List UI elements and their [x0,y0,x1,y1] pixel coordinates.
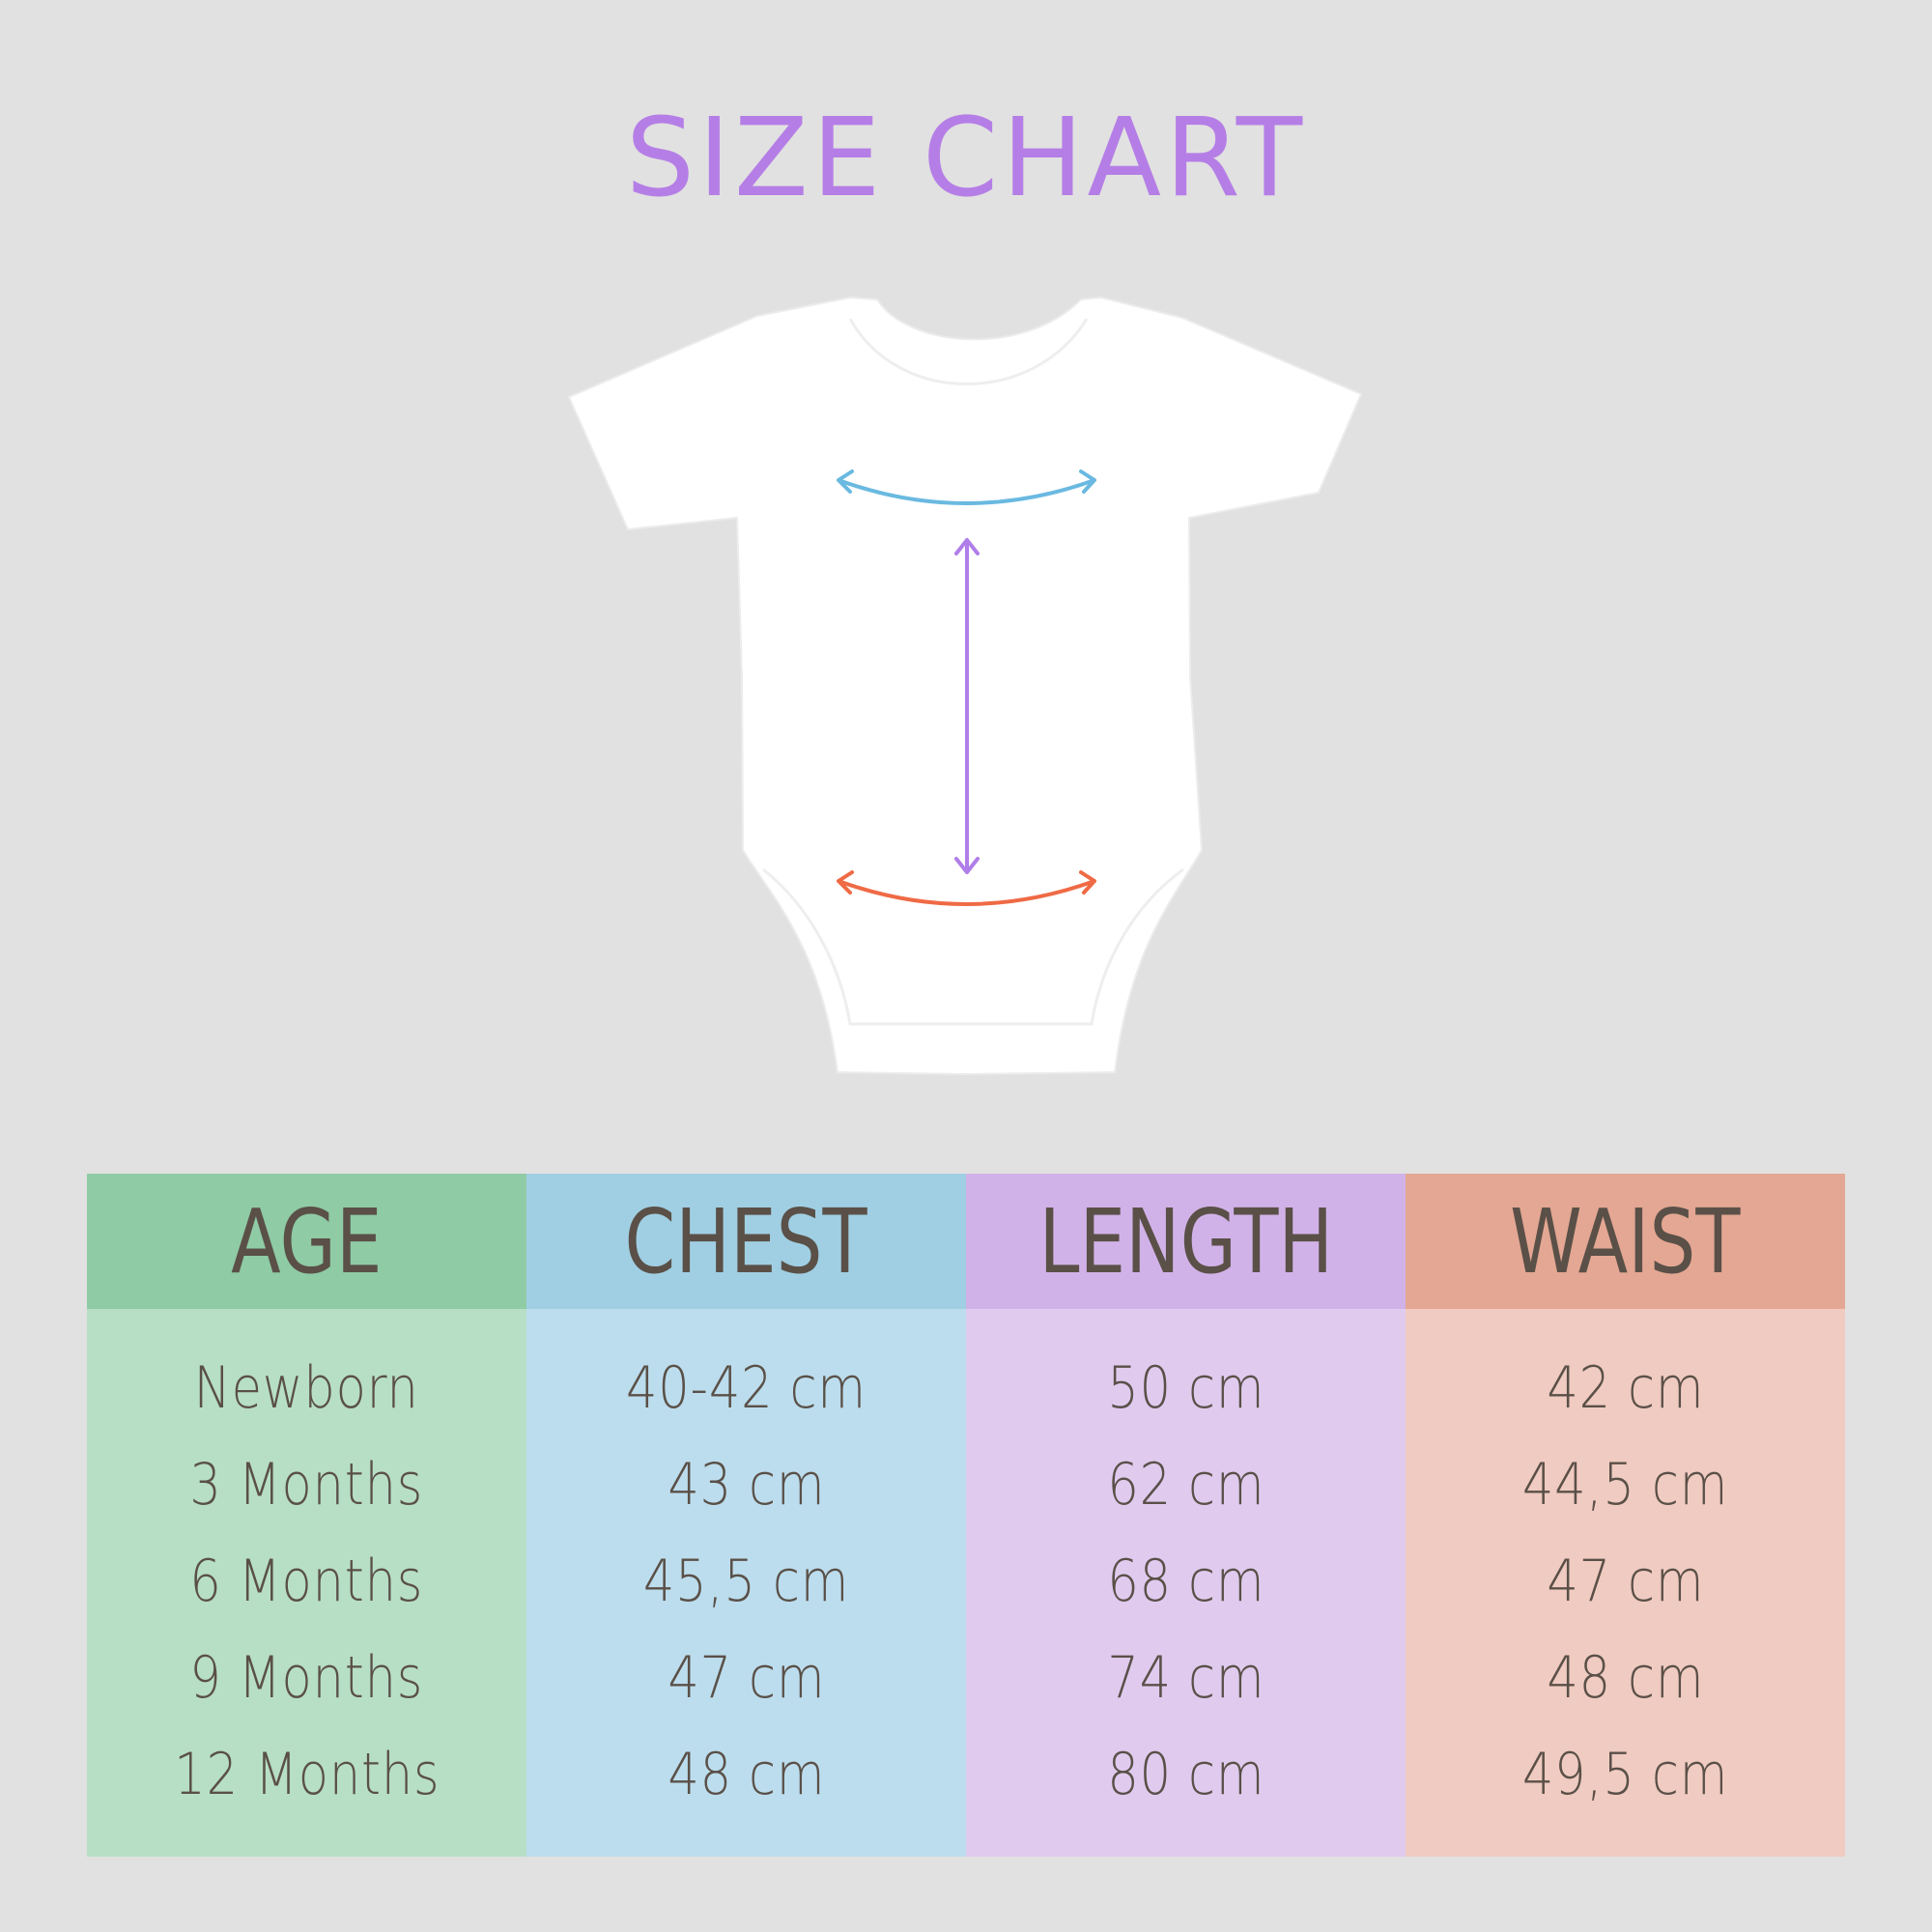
column-body: Newborn 3 Months 6 Months 9 Months 12 Months [87,1309,526,1857]
page-title: SIZE CHART [625,96,1307,221]
collar-seam [848,318,1089,385]
cell-value: 74 cm [1106,1644,1265,1712]
column-chest: CHEST 40-42 cm 43 cm 45,5 cm 47 cm 48 cm [526,1174,966,1857]
column-age: AGE Newborn 3 Months 6 Months 9 Months 12 Mon… [87,1174,526,1857]
table-cell: 42 cm [1406,1340,1845,1436]
table-cell: 12 Months [87,1726,526,1823]
table-cell: 68 cm [966,1533,1406,1630]
cell-value: 9 Months [189,1644,424,1712]
table-cell: 47 cm [526,1630,966,1726]
cell-value: 48 cm [667,1741,826,1808]
table-cell: 40-42 cm [526,1340,966,1436]
cell-value: 42 cm [1546,1354,1705,1422]
table-cell: 43 cm [526,1436,966,1533]
cell-value: 68 cm [1106,1548,1265,1615]
column-header: AGE [87,1174,526,1309]
column-header: CHEST [526,1174,966,1309]
leg-seam [762,867,1184,1026]
column-header-label: CHEST [624,1189,868,1293]
column-body: 50 cm 62 cm 68 cm 74 cm 80 cm [966,1309,1406,1857]
cell-value: 48 cm [1546,1644,1705,1712]
cell-value: 47 cm [1546,1548,1705,1615]
table-cell: 48 cm [526,1726,966,1823]
cell-value: 62 cm [1106,1451,1265,1519]
column-header-label: AGE [231,1189,383,1293]
cell-value: 12 Months [173,1741,440,1808]
column-length: LENGTH 50 cm 62 cm 68 cm 74 cm 80 cm [966,1174,1406,1857]
column-body: 42 cm 44,5 cm 47 cm 48 cm 49,5 cm [1406,1309,1845,1857]
column-header: LENGTH [966,1174,1406,1309]
cell-value: Newborn [193,1354,420,1422]
table-cell: 80 cm [966,1726,1406,1823]
table-cell: 45,5 cm [526,1533,966,1630]
chest-measure-arrow [837,469,1096,505]
table-cell: 50 cm [966,1340,1406,1436]
column-body: 40-42 cm 43 cm 45,5 cm 47 cm 48 cm [526,1309,966,1857]
cell-value: 47 cm [667,1644,826,1712]
length-measure-arrow [954,538,980,874]
table-cell: 3 Months [87,1436,526,1533]
cell-value: 49,5 cm [1521,1741,1729,1808]
cell-value: 6 Months [189,1548,424,1615]
table-cell: 47 cm [1406,1533,1845,1630]
column-waist: WAIST 42 cm 44,5 cm 47 cm 48 cm 49,5 cm [1406,1174,1845,1857]
column-header-label: LENGTH [1038,1189,1333,1293]
cell-value: 45,5 cm [642,1548,850,1615]
table-cell: 62 cm [966,1436,1406,1533]
cell-value: 43 cm [667,1451,826,1519]
cell-value: 80 cm [1106,1741,1265,1808]
table-cell: 9 Months [87,1630,526,1726]
table-cell: 44,5 cm [1406,1436,1845,1533]
table-cell: 48 cm [1406,1630,1845,1726]
table-cell: 74 cm [966,1630,1406,1726]
column-header-label: WAIST [1510,1189,1741,1293]
cell-value: 50 cm [1106,1354,1265,1422]
waist-measure-arrow [837,870,1096,906]
table-cell: 49,5 cm [1406,1726,1845,1823]
cell-value: 3 Months [189,1451,424,1519]
table-cell: Newborn [87,1340,526,1436]
cell-value: 40-42 cm [626,1354,867,1422]
size-table: AGE Newborn 3 Months 6 Months 9 Months 12 Mon… [87,1174,1845,1857]
column-header: WAIST [1406,1174,1845,1309]
cell-value: 44,5 cm [1521,1451,1729,1519]
table-cell: 6 Months [87,1533,526,1630]
